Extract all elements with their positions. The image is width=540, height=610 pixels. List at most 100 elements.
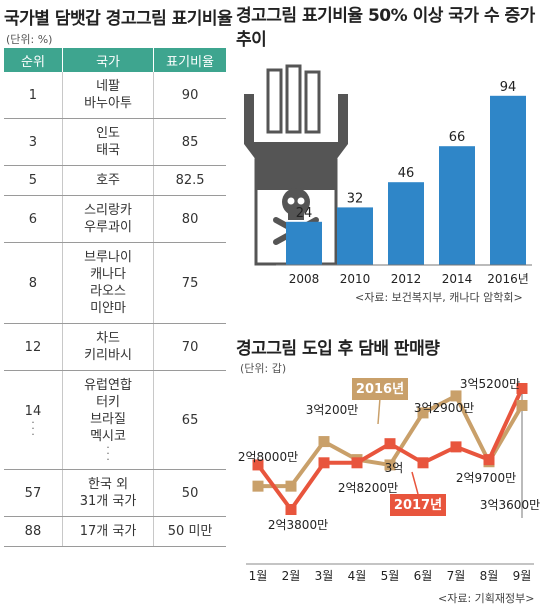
rank-value: 14 [24,403,42,419]
country-name: 바누아투 [84,96,132,111]
country-name: 스리랑카 [84,203,132,218]
month-tick: 7월 [447,569,466,583]
ratio-cell: 75 [153,242,226,324]
value-annotation: 3억3600만 [480,498,540,512]
data-point [516,382,528,394]
bar-value-label: 94 [500,80,517,95]
ratio-value: 82.5 [175,173,205,188]
data-point [351,457,363,469]
data-point [318,457,330,469]
value-annotation: 3억5200만 [460,377,520,391]
ratio-value: 75 [181,275,199,291]
bar-x-tick: 2014 [442,272,473,286]
country-cell: 인도 태국 [61,118,155,166]
data-point [450,390,462,402]
header-ratio: 표기비율 [153,48,226,72]
data-point [384,459,396,471]
month-tick: 3월 [315,569,334,583]
month-tick: 6월 [414,569,433,583]
rank-value: 8 [28,275,38,291]
data-point [285,480,297,492]
data-point [252,459,264,471]
bar-value-label: 66 [449,130,466,145]
country-name: 우루과이 [84,220,132,235]
rank-cell: 14 · · · [4,370,63,470]
header-country: 국가 [62,48,155,72]
country-name: 미얀마 [90,301,126,316]
ellipsis-dots: · · · [31,415,35,441]
rank-cell: 12 [4,323,63,371]
value-annotation: 3억200만 [306,403,359,417]
rank-cell: 3 [4,118,63,166]
rank-cell: 88 [4,516,63,547]
ratio-table: 순위 국가 표기비율 1 네팔 바누아투 90 3 인도 태국 85 5 호주 82.5 6 스리랑카 우… [4,48,226,547]
legend-leader [411,471,419,495]
country-name: 차드 [96,331,120,346]
country-cell: 네팔 바누아투 [61,72,155,119]
rank-cell: 1 [4,72,63,119]
table-row: 8 브루나이 캐나다 라오스 미얀마 75 [4,242,226,324]
country-name: 라오스 [90,284,126,299]
data-point [450,441,462,453]
month-tick: 4월 [348,569,367,583]
country-cell: 한국 외 31개 국가 [61,469,155,517]
bar [337,207,373,265]
country-name: 캐나다 [90,267,126,282]
data-point [417,407,429,419]
bar [439,146,475,265]
bar-value-label: 46 [398,166,415,181]
ratio-value: 70 [181,339,199,355]
month-tick: 2월 [282,569,301,583]
ratio-value: 50 [181,485,199,501]
table-row: 57 한국 외 31개 국가 50 [4,469,226,517]
table-row: 6 스리랑카 우루과이 80 [4,195,226,243]
rank-cell: 57 [4,469,63,517]
country-cell: 유럽연합 터키 브라질 멕시코 · · · [61,370,155,470]
ratio-cell: 90 [153,72,226,119]
country-name: 31개 국가 [79,494,137,509]
table-row: 1 네팔 바누아투 90 [4,72,226,119]
data-point [285,504,297,516]
table-row: 14 · · · 유럽연합 터키 브라질 멕시코 · · · 65 [4,370,226,470]
data-point [417,457,429,469]
header-rank: 순위 [4,48,63,72]
value-annotation: 2억3800만 [268,518,328,532]
value-annotation: 2억8200만 [338,481,398,495]
table-title: 국가별 담뱃갑 경고그림 표기비율 [4,9,233,29]
bar-x-tick: 2008 [289,272,320,286]
table-row: 88 17개 국가 50 미만 [4,516,226,547]
bar-x-tick: 2010 [340,272,371,286]
bar-x-tick: 2012 [391,272,422,286]
bar-chart-title: 경고그림 표기비율 50% 이상 국가 수 증가 추이 [236,6,535,50]
ratio-value: 80 [181,211,199,227]
line-chart-title: 경고그림 도입 후 담배 판매량 [236,339,440,359]
ratio-cell: 70 [153,323,226,371]
country-cell: 브루나이 캐나다 라오스 미얀마 [61,242,155,324]
legend-leader [377,397,381,425]
line-source: <자료: 기획재정부> [438,592,535,605]
country-name: 17개 국가 [79,524,137,539]
country-name: 키리바시 [84,348,132,363]
data-point [384,438,396,450]
ratio-value: 85 [181,134,199,150]
country-cell: 17개 국가 [61,516,155,547]
ratio-cell: 50 미만 [153,516,226,547]
rank-value: 3 [28,134,38,150]
ratio-value: 90 [181,87,199,103]
bar-value-label: 24 [296,206,313,221]
country-name: 호주 [96,173,120,188]
bars-group: 24 2008 32 2010 46 2012 66 2014 94 2016년 [286,80,529,286]
country-name: 유럽연합 [84,378,132,393]
rank-cell: 8 [4,242,63,324]
value-annotation: 2억8000만 [238,450,298,464]
bar [286,221,322,265]
ratio-value: 50 미만 [167,524,213,539]
bar [490,95,526,265]
country-name: 멕시코 [90,429,126,444]
data-point [318,436,330,448]
line-chart-body: 1월 2월 3월 4월 5월 6월 7월 8월 9월 2억8000만 2억3800만 3억200만 2억… [238,377,540,583]
bar-source: <자료: 보건복지부, 캐나다 암학회> [355,291,523,304]
bar-value-label: 32 [347,191,364,206]
